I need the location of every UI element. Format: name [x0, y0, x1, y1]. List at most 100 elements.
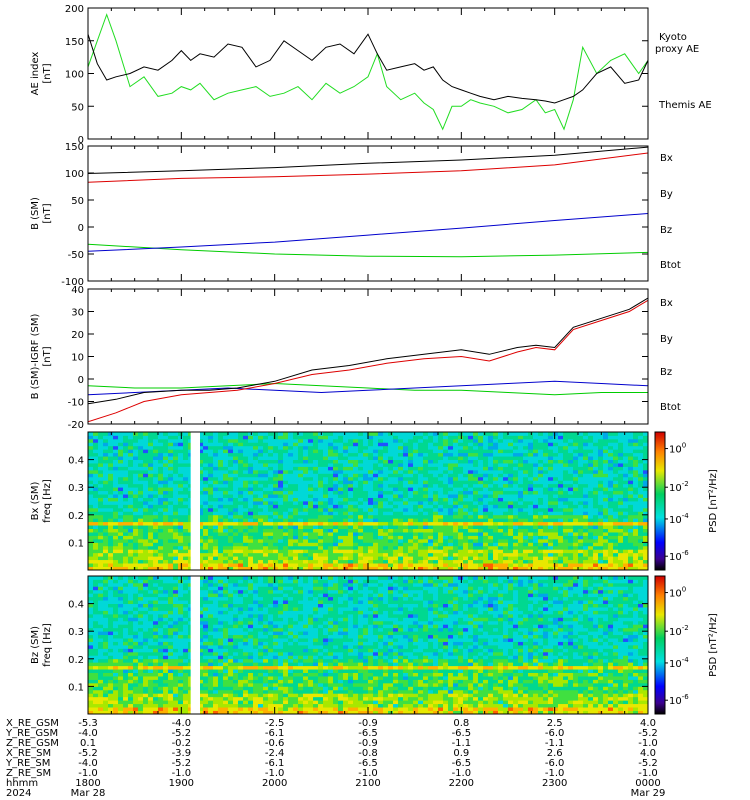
y-tick-label: 0.3: [68, 627, 84, 638]
x-axis-row-label: Y_RE_SM: [5, 758, 50, 769]
x-axis-value: -0.9: [358, 738, 378, 749]
y-tick-label: 20: [71, 330, 84, 341]
y-axis-unit: [nT]: [42, 203, 53, 223]
y-tick-label: 10: [71, 353, 84, 364]
x-axis-value: -4.0: [78, 758, 98, 769]
x-axis-value: -1.0: [265, 768, 285, 779]
y-tick-label: 100: [65, 169, 84, 180]
colorbar: [654, 575, 666, 715]
panel-2: -100 -50 0 50 100 150 B (SM) [nT]: [30, 142, 649, 288]
x-axis-row-label: X_RE_GSM: [6, 718, 59, 729]
x-axis-row-label: hhmm: [6, 778, 38, 789]
y-axis-label: Bx (SM): [30, 482, 41, 521]
y-tick-label: 0.2: [68, 655, 84, 666]
series-line-bx: [88, 213, 648, 252]
colorbar-tick-label: 10-4: [669, 656, 689, 670]
colorbar-tick-label: 100: [669, 586, 686, 600]
legend-label-kyoto: proxy AE: [655, 44, 699, 55]
y-axis-label: B (SM)-IGRF (SM): [30, 314, 41, 400]
x-axis-value: -1.1: [452, 738, 472, 749]
series-line-btot: [88, 297, 648, 405]
x-axis-row-label: Z_RE_GSM: [6, 738, 59, 749]
y-tick-label: -50: [68, 250, 84, 261]
spectrogram-cells-2: [88, 576, 649, 715]
x-axis-value: -0.2: [172, 738, 192, 749]
x-axis-row-label: Z_RE_SM: [6, 768, 51, 779]
x-axis-value: -1.0: [638, 738, 658, 749]
x-axis-value: -6.5: [358, 758, 378, 769]
y-tick-label: 100: [65, 70, 84, 81]
plot-frame: [87, 431, 649, 571]
y-axis-label: AE index: [30, 52, 41, 96]
colorbar-label: PSD [nT²/Hz]: [708, 613, 719, 677]
x-axis-table: X_RE_GSMY_RE_GSMZ_RE_GSMX_RE_SMY_RE_SMZ_…: [5, 718, 665, 799]
plot-frame: [87, 288, 649, 425]
y-tick-label: 0: [78, 135, 84, 146]
x-axis-value: 0.1: [80, 738, 96, 749]
x-axis-value: 4.0: [640, 748, 656, 759]
y-axis-unit: [nT]: [42, 346, 53, 366]
colorbar-tick-label: 100: [669, 442, 686, 456]
y-tick-label: -20: [68, 420, 84, 431]
x-axis-value: -6.1: [265, 728, 285, 739]
legend-label-bx: Bx: [660, 153, 673, 164]
series-line-btot: [88, 146, 648, 174]
x-axis-value: 2100: [355, 778, 380, 789]
series-line-by: [88, 382, 648, 396]
x-axis-value: -4.0: [172, 718, 192, 729]
y-tick-label: -10: [68, 398, 84, 409]
x-axis-value: -6.0: [545, 758, 565, 769]
series-line-bz: [88, 299, 648, 423]
y-tick-label: -100: [61, 277, 84, 288]
plot-frame: [87, 7, 649, 140]
x-axis-value: -2.5: [265, 718, 285, 729]
x-axis-value: -1.0: [78, 768, 98, 779]
data-gap: [190, 576, 200, 714]
colorbar-label: PSD [nT²/Hz]: [708, 469, 719, 533]
y-tick-label: 0.2: [68, 511, 84, 522]
y-tick-label: 30: [71, 308, 84, 319]
x-axis-row-label: 2024: [6, 788, 31, 799]
series-line-themis-ae: [88, 33, 648, 104]
colorbar-tick-label: 10-2: [669, 624, 689, 638]
y-tick-label: 40: [71, 285, 84, 296]
x-axis-value: -2.4: [265, 748, 285, 759]
colorbar-tick-label: 10-2: [669, 480, 689, 494]
y-tick-label: 0.4: [68, 600, 84, 611]
legend-label-kyoto: Kyoto: [659, 32, 687, 43]
legend-label-btot: Btot: [660, 402, 681, 413]
x-axis-value: -0.9: [358, 718, 378, 729]
x-axis-value: -1.0: [545, 768, 565, 779]
series-line-by: [88, 243, 648, 258]
plot-frame: [87, 575, 649, 715]
plot-frame: [87, 145, 649, 282]
legend-label-themis: Themis AE: [658, 100, 712, 111]
x-axis-value: -0.6: [265, 738, 285, 749]
x-axis-value: -1.0: [358, 768, 378, 779]
x-axis-value: -4.0: [78, 728, 98, 739]
x-axis-value: -1.0: [638, 768, 658, 779]
y-tick-label: 0: [78, 223, 84, 234]
x-axis-value: Mar 29: [631, 788, 666, 799]
y-tick-label: 0.1: [68, 682, 84, 693]
y-tick-label: 150: [65, 142, 84, 153]
x-axis-value: 0.9: [453, 748, 469, 759]
y-tick-label: 0.3: [68, 483, 84, 494]
x-axis-value: -1.0: [452, 768, 472, 779]
panel-1: 0 50 100 150 200 AE index [nT]: [30, 4, 649, 146]
x-axis-value: -1.1: [545, 738, 565, 749]
panel-4: 0.1 0.2 0.3 0.4 Bx (SM) freq [Hz]: [30, 431, 649, 571]
x-axis-value: -0.8: [358, 748, 378, 759]
y-tick-label: 200: [65, 4, 84, 15]
x-axis-value: 2200: [449, 778, 474, 789]
legend-label-bz: Bz: [660, 367, 672, 378]
legend-label-bx: Bx: [660, 298, 673, 309]
x-axis-row-label: Y_RE_GSM: [5, 728, 58, 739]
colorbar: [654, 431, 666, 571]
x-axis-value: 2000: [262, 778, 287, 789]
y-tick-label: 0.1: [68, 538, 84, 549]
y-axis-unit: [nT]: [42, 63, 53, 83]
legend-label-by: By: [660, 189, 673, 200]
x-axis-row-label: X_RE_SM: [6, 748, 51, 759]
colorbar-tick-label: 10-6: [669, 693, 689, 707]
